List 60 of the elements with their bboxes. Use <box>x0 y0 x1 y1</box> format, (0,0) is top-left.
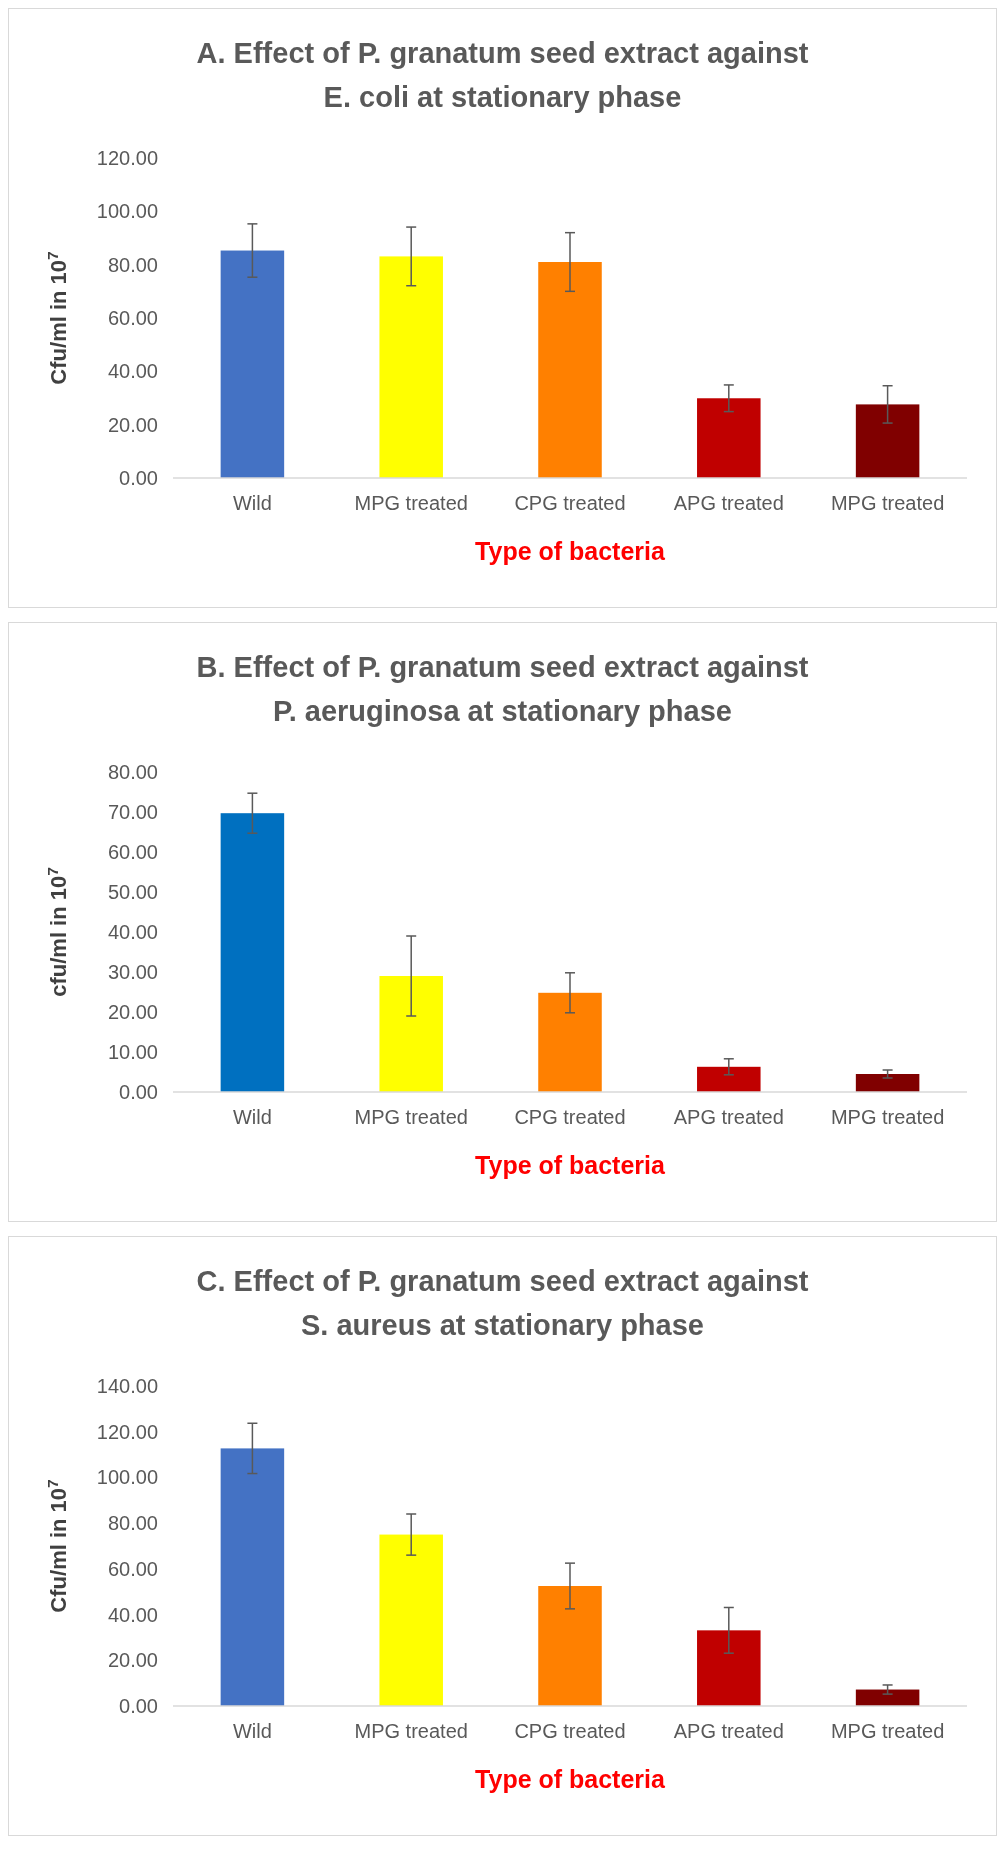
x-axis-title: Type of bacteria <box>475 537 667 565</box>
y-tick-label: 140.00 <box>96 1375 158 1397</box>
x-tick-label: APG treated <box>673 1720 784 1742</box>
bar <box>697 1630 761 1706</box>
y-tick-label: 20.00 <box>107 413 158 436</box>
y-tick-label: 100.00 <box>96 200 158 223</box>
y-tick-label: 40.00 <box>107 921 158 943</box>
bar <box>379 1534 443 1706</box>
y-tick-label: 60.00 <box>107 841 158 863</box>
chart-title: C. Effect of P. granatum seed extract against S. aureus at stationary phase <box>196 1265 809 1341</box>
x-tick-label: Wild <box>232 492 272 514</box>
y-tick-label: 80.00 <box>107 761 158 783</box>
y-tick-label: 70.00 <box>107 801 158 823</box>
bar <box>220 813 285 1092</box>
bar <box>538 992 602 1092</box>
bar <box>220 250 285 478</box>
x-tick-label: CPG treated <box>514 1720 626 1742</box>
y-tick-label: 40.00 <box>107 1603 158 1626</box>
y-tick-label: 30.00 <box>107 961 158 983</box>
y-tick-label: 60.00 <box>107 1557 158 1580</box>
y-tick-label: 120.00 <box>96 1420 158 1443</box>
bar <box>855 1074 920 1092</box>
y-tick-label: 0.00 <box>119 1081 158 1103</box>
y-tick-label: 60.00 <box>107 307 158 329</box>
y-tick-label: 0.00 <box>119 1695 158 1717</box>
chart-title: A. Effect of P. granatum seed extract against E. coli at stationary phase <box>196 37 809 113</box>
bar <box>538 262 602 478</box>
y-tick-label: 100.00 <box>96 1466 158 1489</box>
bar <box>855 404 920 478</box>
y-tick-label: 80.00 <box>107 1512 158 1535</box>
x-tick-label: CPG treated <box>514 492 626 514</box>
y-tick-label: 0.00 <box>119 467 158 489</box>
x-tick-label: MPG treated <box>830 1106 945 1128</box>
y-tick-label: 80.00 <box>107 253 158 276</box>
x-tick-label: Wild <box>232 1106 272 1128</box>
bar <box>697 398 761 478</box>
y-tick-label: 40.00 <box>107 360 158 383</box>
y-tick-label: 20.00 <box>107 1001 158 1023</box>
x-axis-title: Type of bacteria <box>475 1765 667 1793</box>
x-tick-label: APG treated <box>673 492 784 514</box>
x-tick-label: MPG treated <box>830 1720 945 1742</box>
bar <box>538 1586 602 1706</box>
x-tick-label: CPG treated <box>514 1106 626 1128</box>
y-tick-label: 50.00 <box>107 881 158 903</box>
x-tick-label: APG treated <box>673 1106 784 1128</box>
x-tick-label: MPG treated <box>354 1720 468 1742</box>
bar <box>379 256 443 478</box>
bar <box>855 1689 920 1706</box>
y-tick-label: 120.00 <box>96 147 158 169</box>
chart-title: B. Effect of P. granatum seed extract against P. aeruginosa at stationary phase <box>196 651 809 727</box>
x-tick-label: MPG treated <box>830 492 945 514</box>
y-tick-label: 20.00 <box>107 1649 158 1672</box>
y-tick-label: 10.00 <box>107 1041 158 1063</box>
x-tick-label: MPG treated <box>354 1106 468 1128</box>
x-tick-label: MPG treated <box>354 492 468 514</box>
bar <box>379 976 443 1092</box>
bar <box>697 1066 761 1092</box>
bar <box>220 1448 285 1706</box>
x-axis-title: Type of bacteria <box>475 1151 667 1179</box>
x-tick-label: Wild <box>232 1720 272 1742</box>
